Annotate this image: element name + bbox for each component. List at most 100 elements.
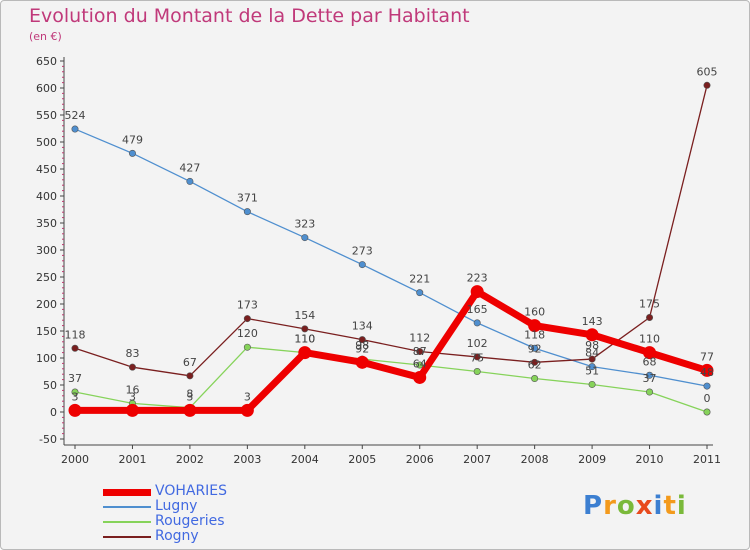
- line-chart: -50 0 50 100 150 200 250 300 350 400 450 500 550 600 6…: [36, 55, 721, 466]
- data-label-rougeries-2004: 110: [294, 333, 315, 346]
- x-tick-label-7: 2007: [463, 453, 491, 466]
- logo-letter: P: [583, 491, 604, 521]
- point-rogny-2010: [646, 313, 654, 321]
- x-tick-label-0: 2000: [61, 453, 89, 466]
- point-rougeries-2010: [646, 388, 654, 396]
- data-label-rogny-2003: 173: [237, 299, 258, 312]
- point-lugny-2006: [416, 289, 424, 297]
- data-label-voharies-2000: 3: [72, 390, 79, 403]
- point-voharies-2004: [298, 346, 312, 360]
- data-label-rougeries-2010: 37: [643, 372, 657, 385]
- data-label-lugny-2002: 427: [179, 161, 200, 174]
- data-label-rogny-2004: 154: [294, 309, 315, 322]
- point-voharies-2001: [125, 403, 139, 417]
- series-line-lugny: [74, 128, 708, 387]
- legend-item-rougeries: Rougeries: [103, 513, 353, 530]
- legend-swatch-lugny: [103, 506, 151, 508]
- y-tick-label-11: 500: [36, 136, 57, 149]
- data-label-lugny-2011: 48: [700, 366, 714, 379]
- chart-subtitle: (en €): [29, 30, 62, 43]
- data-label-rougeries-2000: 37: [68, 372, 82, 385]
- point-voharies-2000: [68, 403, 82, 417]
- point-rougeries-2007: [473, 367, 481, 375]
- point-rogny-2003: [243, 315, 251, 323]
- point-lugny-2010: [646, 371, 654, 379]
- data-label-rogny-2000: 118: [65, 328, 86, 341]
- point-lugny-2004: [301, 234, 309, 242]
- point-lugny-2007: [473, 319, 481, 327]
- data-label-lugny-2008: 118: [524, 328, 545, 341]
- point-rogny-2009: [588, 355, 596, 363]
- y-tick-label-12: 550: [36, 109, 57, 122]
- point-lugny-2009: [588, 363, 596, 371]
- y-tick-label-5: 200: [36, 298, 57, 311]
- y-tick-label-1: 0: [50, 406, 57, 419]
- point-rogny-2008: [531, 358, 539, 366]
- chart-title: Evolution du Montant de la Dette par Hab…: [29, 5, 470, 27]
- series-line-voharies: [75, 288, 709, 414]
- point-lugny-2003: [243, 208, 251, 216]
- legend-swatch-rougeries: [103, 521, 151, 523]
- legend-label-lugny: Lugny: [155, 498, 198, 514]
- point-rougeries-2000: [71, 388, 79, 396]
- y-tick-label-7: 300: [36, 244, 57, 257]
- logo-letter: o: [616, 491, 636, 521]
- data-label-voharies-2010: 110: [639, 333, 660, 346]
- point-rougeries-2003: [243, 343, 251, 351]
- point-voharies-2008: [528, 319, 542, 333]
- data-label-voharies-2002: 3: [186, 390, 193, 403]
- point-lugny-2000: [71, 125, 79, 133]
- data-label-voharies-2008: 160: [524, 306, 545, 319]
- data-label-lugny-2003: 371: [237, 192, 258, 205]
- x-tick-label-3: 2003: [233, 453, 261, 466]
- data-label-rogny-2001: 83: [125, 347, 139, 360]
- point-lugny-2002: [186, 177, 194, 185]
- y-tick-label-10: 450: [36, 163, 57, 176]
- data-label-rogny-2011: 605: [697, 65, 718, 78]
- data-label-rogny-2005: 134: [352, 320, 373, 333]
- legend-label-rougeries: Rougeries: [155, 513, 225, 529]
- data-label-rougeries-2009: 51: [585, 364, 599, 377]
- x-tick-label-1: 2001: [118, 453, 146, 466]
- data-label-rogny-2002: 67: [183, 356, 197, 369]
- data-label-lugny-2000: 524: [65, 109, 86, 122]
- data-label-lugny-2004: 323: [294, 218, 315, 231]
- logo-letter: t: [663, 491, 677, 521]
- x-tick-label-6: 2006: [406, 453, 434, 466]
- data-label-voharies-2009: 143: [582, 315, 603, 328]
- point-rogny-2007: [473, 353, 481, 361]
- point-voharies-2003: [240, 403, 254, 417]
- point-voharies-2006: [413, 370, 427, 384]
- point-voharies-2009: [585, 328, 599, 342]
- y-tick-label-8: 350: [36, 217, 57, 230]
- y-tick-label-13: 600: [36, 82, 57, 95]
- legend-label-voharies: VOHARIES: [155, 483, 228, 499]
- data-label-voharies-2006: 64: [413, 357, 427, 370]
- point-rougeries-2006: [416, 361, 424, 369]
- data-label-rogny-2007: 102: [467, 337, 488, 350]
- point-lugny-2001: [128, 149, 136, 157]
- legend-item-rogny: Rogny: [103, 528, 353, 545]
- point-voharies-2007: [470, 285, 484, 299]
- legend-item-voharies: VOHARIES: [103, 483, 353, 500]
- data-label-lugny-2005: 273: [352, 245, 373, 258]
- point-rogny-2004: [301, 325, 309, 333]
- data-label-rougeries-2007: 75: [470, 352, 484, 365]
- point-voharies-2010: [643, 346, 657, 360]
- point-voharies-2011: [700, 363, 714, 377]
- legend-swatch-rogny: [103, 536, 151, 538]
- series-line-rogny: [74, 85, 708, 377]
- point-lugny-2008: [531, 344, 539, 352]
- data-label-rogny-2008: 92: [528, 342, 542, 355]
- x-tick-label-8: 2008: [521, 453, 549, 466]
- y-tick-label-14: 650: [36, 55, 57, 68]
- x-tick-label-2: 2002: [176, 453, 204, 466]
- y-tick-label-9: 400: [36, 190, 57, 203]
- legend-swatch-voharies: [103, 488, 151, 496]
- data-label-rogny-2006: 112: [409, 332, 430, 345]
- point-rougeries-2008: [531, 375, 539, 383]
- data-label-rougeries-2006: 87: [413, 345, 427, 358]
- proxiti-logo: Proxiti: [583, 491, 687, 521]
- data-label-lugny-2009: 84: [585, 347, 599, 360]
- data-label-rougeries-2005: 98: [355, 339, 369, 352]
